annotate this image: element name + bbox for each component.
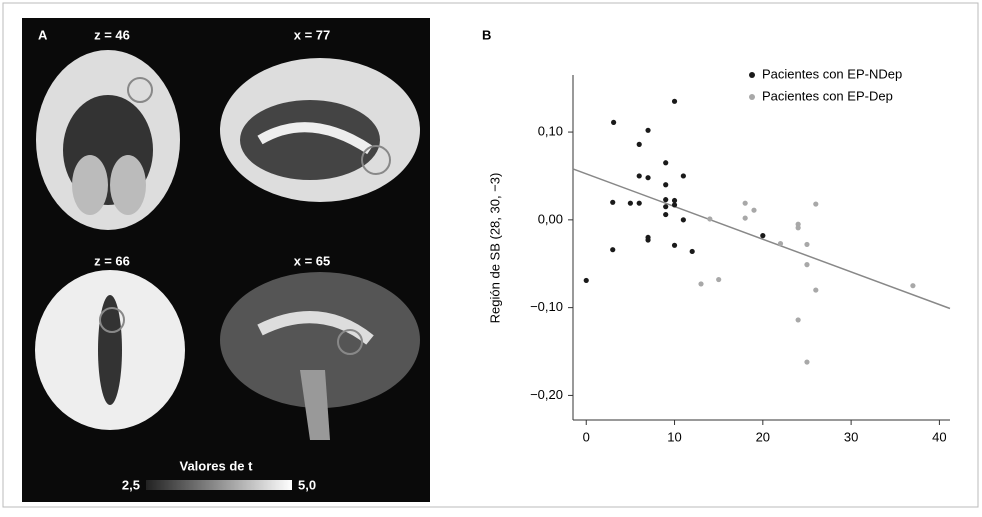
point — [671, 242, 678, 248]
view-label: z = 66 — [94, 253, 130, 268]
brain-axial-1 — [36, 50, 180, 230]
x-tick-label: 10 — [667, 429, 681, 444]
point — [636, 200, 642, 206]
y-tick-label: 0,10 — [538, 123, 563, 138]
fit-line — [572, 168, 951, 310]
point — [663, 182, 669, 188]
point — [610, 199, 616, 205]
brain-sagittal-2 — [220, 272, 420, 440]
legend-label: Pacientes con EP-Dep — [762, 88, 893, 103]
point — [645, 237, 651, 243]
y-axis-label: Región de SB (28, 30, −3) — [487, 173, 502, 324]
x-tick-label: 0 — [583, 429, 590, 444]
y-tick-label: −0,10 — [530, 299, 563, 314]
point — [698, 281, 704, 287]
view-label: x = 65 — [294, 253, 331, 268]
x-tick-label: 40 — [932, 429, 946, 444]
point — [680, 173, 686, 179]
view-label: x = 77 — [294, 27, 331, 42]
y-tick-label: 0,00 — [538, 211, 563, 226]
point — [680, 217, 686, 223]
panel-label: A — [38, 27, 48, 42]
colorbar-min: 2,5 — [122, 477, 140, 492]
point — [636, 141, 642, 147]
point — [804, 359, 810, 365]
point — [742, 200, 748, 206]
point — [583, 277, 589, 284]
point — [663, 160, 669, 166]
point — [645, 175, 651, 181]
point — [716, 276, 722, 283]
point — [671, 202, 678, 208]
point — [813, 287, 819, 293]
x-tick-label: 30 — [844, 429, 858, 444]
point — [663, 197, 669, 203]
point — [804, 262, 810, 268]
point — [813, 201, 819, 207]
point — [663, 204, 669, 210]
legend-label: Pacientes con EP-NDep — [762, 66, 902, 81]
point — [663, 211, 669, 218]
point — [610, 247, 616, 253]
point — [777, 240, 784, 247]
point — [910, 283, 916, 289]
point — [671, 98, 678, 104]
view-label: z = 46 — [94, 27, 130, 42]
colorbar-max: 5,0 — [298, 477, 316, 492]
panel-label: B — [482, 27, 491, 42]
point — [751, 207, 757, 213]
brain-sagittal-1 — [220, 58, 420, 202]
point — [645, 127, 651, 133]
point — [671, 197, 678, 204]
colorbar — [146, 480, 292, 490]
point — [795, 317, 801, 323]
point — [742, 215, 748, 221]
frame — [2, 2, 979, 508]
x-tick-label: 20 — [756, 429, 770, 444]
point — [760, 233, 766, 239]
point — [707, 216, 713, 222]
point — [804, 241, 810, 248]
y-tick-label: −0,20 — [530, 387, 563, 402]
point — [689, 248, 695, 255]
point — [795, 225, 801, 231]
point — [611, 119, 617, 126]
legend-marker — [749, 94, 755, 100]
brain-axial-2 — [35, 270, 185, 430]
panel-a: A z = 46 x = 77 z = 66 x = 65 Valor — [22, 18, 430, 502]
legend-marker — [749, 72, 755, 78]
colorbar-title: Valores de t — [180, 458, 254, 473]
point — [636, 173, 642, 179]
point — [627, 200, 633, 206]
